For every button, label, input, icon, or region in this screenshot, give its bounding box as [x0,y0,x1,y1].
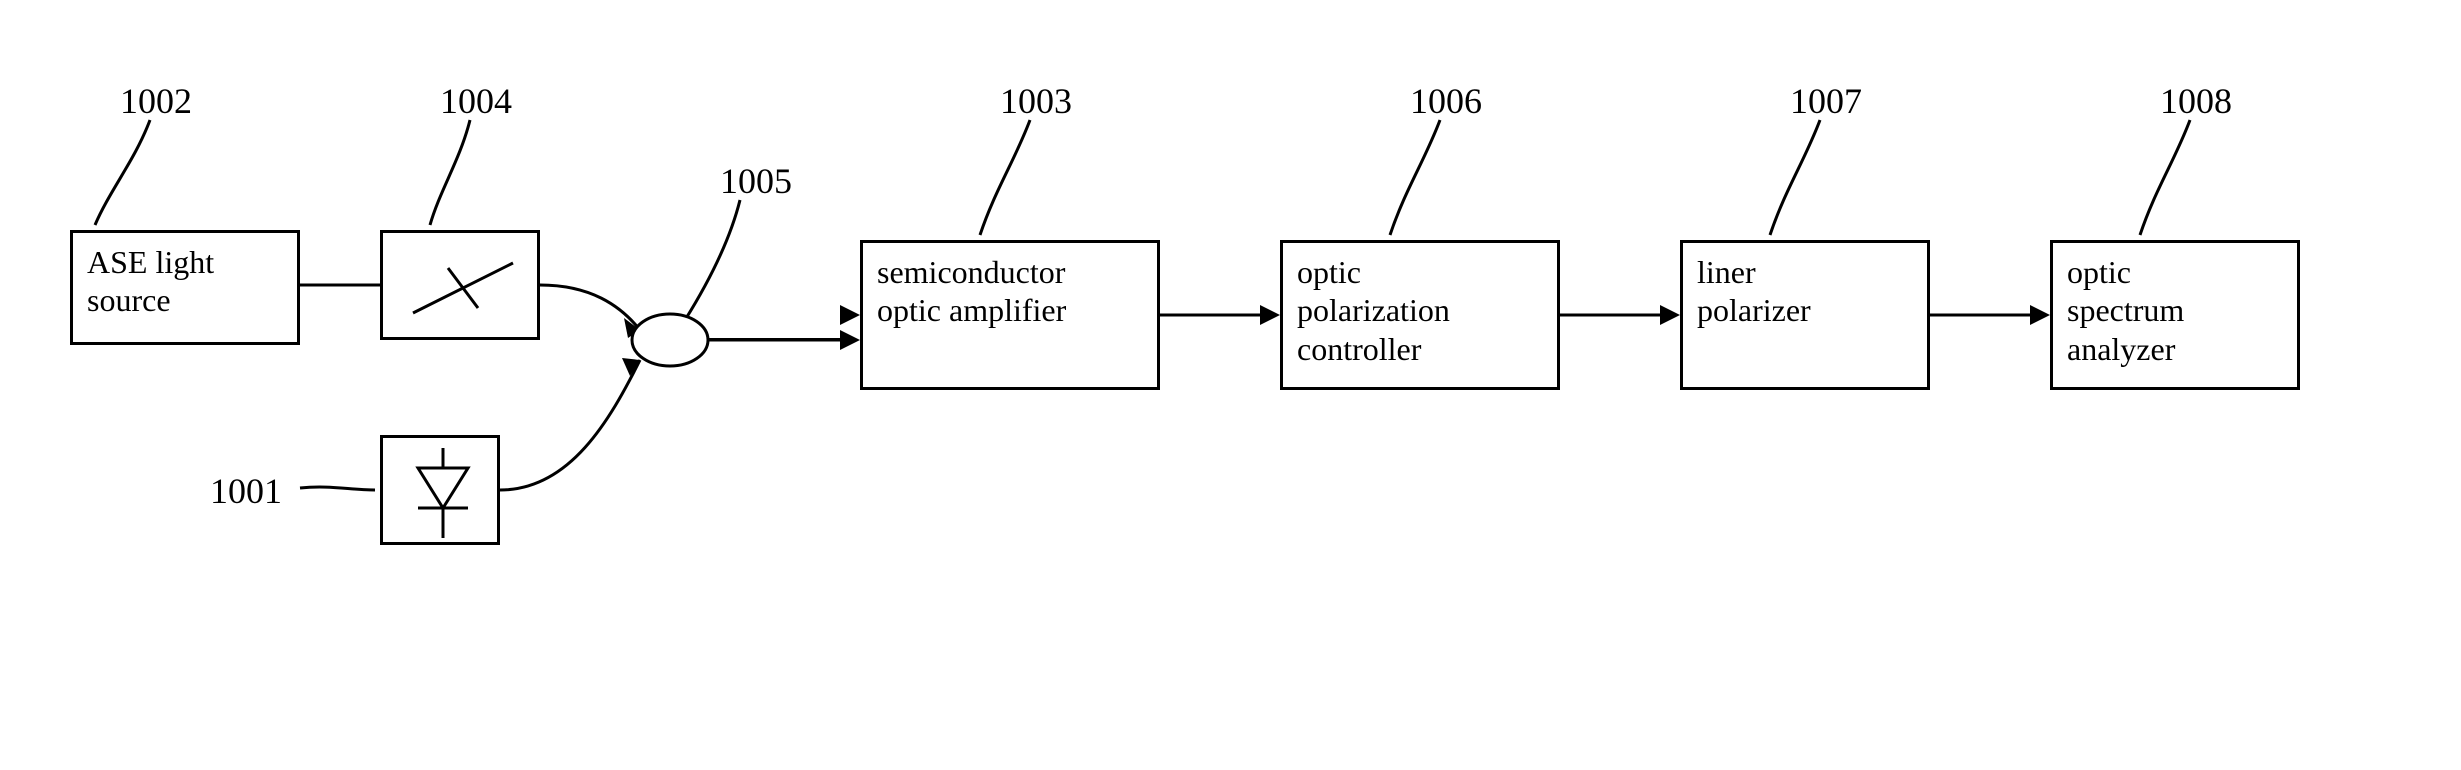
pol-text: liner polarizer [1697,253,1811,330]
soa-text: semiconductor optic amplifier [877,253,1066,330]
arrow-coupler-soa [708,338,842,341]
label-1008: 1008 [2160,80,2232,122]
soa-box: semiconductor optic amplifier [860,240,1160,390]
ase-text: ASE light source [87,243,214,320]
opc-text: optic polarization controller [1297,253,1450,368]
label-1005: 1005 [720,160,792,202]
polarizer-box: liner polarizer [1680,240,1930,390]
block-diagram: 1002 1004 1005 1001 1003 1006 1007 1008 … [40,40,2420,640]
label-1001: 1001 [210,470,282,512]
label-1004: 1004 [440,80,512,122]
polarization-controller-box: optic polarization controller [1280,240,1560,390]
label-1006: 1006 [1410,80,1482,122]
osa-text: optic spectrum analyzer [2067,253,2184,368]
diode-icon [383,438,503,548]
label-1007: 1007 [1790,80,1862,122]
laser-diode-box [380,435,500,545]
ase-light-source-box: ASE light source [70,230,300,345]
label-1002: 1002 [120,80,192,122]
attenuator-box [380,230,540,340]
spectrum-analyzer-box: optic spectrum analyzer [2050,240,2300,390]
label-1003: 1003 [1000,80,1072,122]
attenuator-icon [383,233,543,343]
